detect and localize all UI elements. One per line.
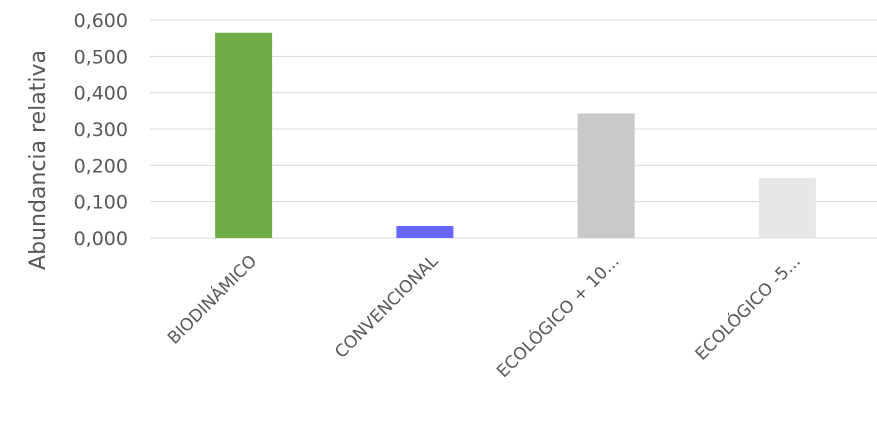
x-axis-categories: BIODINÁMICO CONVENCIONAL ECOLÓGICO + 10...… bbox=[163, 250, 805, 382]
y-axis-ticks: 0,000 0,100 0,200 0,300 0,400 0,500 0,600 bbox=[74, 10, 128, 250]
bar bbox=[396, 226, 454, 238]
bars bbox=[215, 32, 816, 238]
x-category-label: CONVENCIONAL bbox=[331, 251, 442, 362]
x-category-label: BIODINÁMICO bbox=[163, 250, 262, 349]
y-tick-label: 0,300 bbox=[74, 119, 128, 141]
y-tick-label: 0,000 bbox=[74, 228, 128, 250]
bar bbox=[758, 178, 816, 238]
bar bbox=[577, 113, 635, 238]
y-axis-label: Abundancia relativa bbox=[26, 50, 51, 270]
x-category-label: ECOLÓGICO -5... bbox=[690, 250, 805, 365]
y-tick-label: 0,400 bbox=[74, 83, 128, 105]
y-tick-label: 0,600 bbox=[74, 10, 128, 32]
y-tick-label: 0,500 bbox=[74, 46, 128, 68]
x-category-label: ECOLÓGICO + 10... bbox=[492, 250, 624, 382]
y-tick-label: 0,100 bbox=[74, 192, 128, 214]
y-tick-label: 0,200 bbox=[74, 155, 128, 177]
bar bbox=[215, 32, 273, 238]
